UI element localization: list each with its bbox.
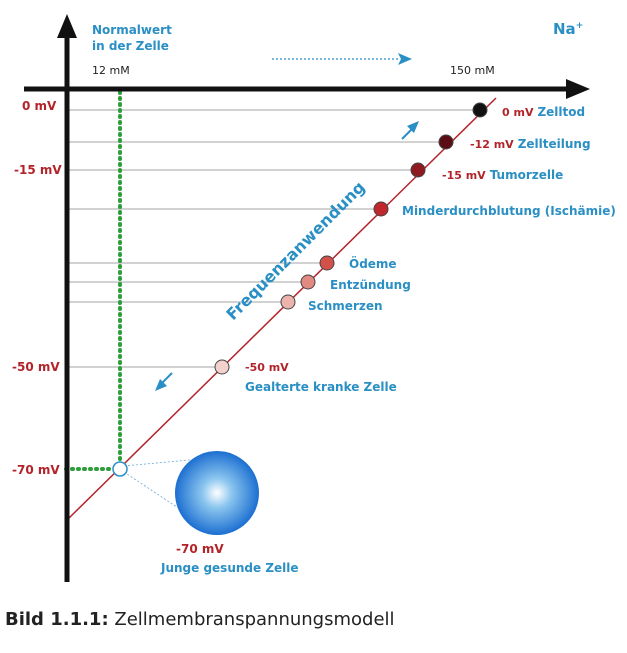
normal-concentration: 12 mM — [92, 64, 130, 77]
up-arrow-icon — [401, 121, 419, 140]
down-arrow-icon — [155, 372, 173, 391]
marker-entzuendung — [300, 274, 316, 290]
marker-oedeme — [319, 255, 335, 271]
marker-zellteilung — [438, 134, 454, 150]
caption-text: Zellmembranspannungsmodell — [108, 609, 395, 630]
label-oedeme: Ödeme — [349, 256, 397, 271]
y-label-15mv: -15 mV — [14, 163, 62, 177]
healthy-cell-sphere — [175, 451, 259, 535]
ion-label: Na+ — [553, 20, 583, 38]
healthy-cell-marker — [112, 461, 128, 477]
figure-caption: Bild 1.1.1: Zellmembranspannungsmodell — [5, 609, 395, 630]
label-zelltod: 0 mV Zelltod — [502, 105, 585, 119]
label-ischaemie: Minderdurchblutung (Ischämie) — [402, 204, 616, 218]
healthy-cell-name: Junge gesunde Zelle — [160, 561, 299, 575]
marker-schmerzen — [280, 294, 296, 310]
concentration-arrow-icon — [398, 53, 412, 65]
label-zellteilung: -12 mV Zellteilung — [470, 137, 591, 151]
y-label-70mv: -70 mV — [12, 463, 60, 477]
x-axis-arrow-icon — [566, 79, 590, 99]
cell-connector-top — [123, 458, 201, 467]
marker-zelltod — [472, 102, 488, 118]
label-schmerzen: Schmerzen — [308, 299, 383, 313]
normal-value-label: Normalwert — [92, 23, 172, 37]
marker-ischaemie — [373, 201, 389, 217]
y-label-50mv: -50 mV — [12, 360, 60, 374]
label-gealterte-name: Gealterte kranke Zelle — [245, 380, 397, 394]
voltage-diagonal — [66, 97, 497, 521]
y-axis-arrow-icon — [57, 14, 77, 38]
normal-value-label-2: in der Zelle — [92, 39, 169, 53]
caption-number: Bild 1.1.1: — [5, 609, 109, 630]
state-markers — [214, 102, 488, 375]
label-gealterte-value: -50 mV — [245, 361, 289, 374]
label-tumorzelle: -15 mV Tumorzelle — [442, 168, 563, 182]
healthy-cell-value: -70 mV — [176, 542, 224, 556]
marker-tumorzelle — [410, 162, 426, 178]
y-label-0mv: 0 mV — [22, 99, 57, 113]
high-concentration: 150 mM — [450, 64, 495, 77]
label-entzuendung: Entzündung — [330, 278, 411, 292]
grid-lines — [66, 109, 480, 368]
marker-gealterte-zelle — [214, 359, 230, 375]
